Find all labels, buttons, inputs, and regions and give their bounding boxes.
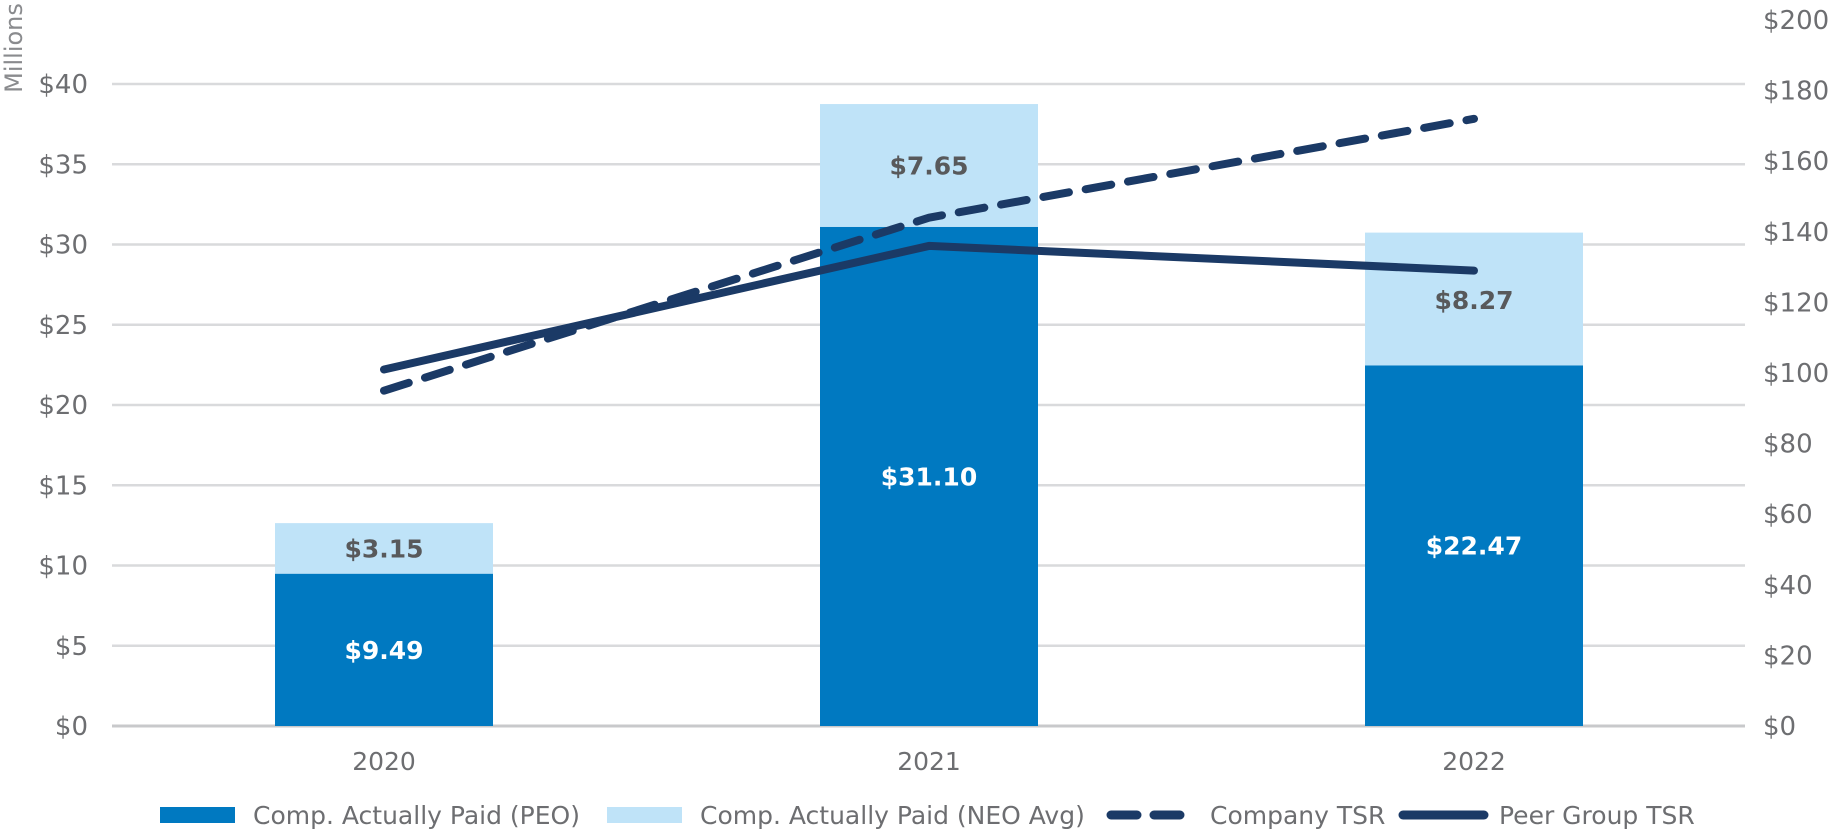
y2-tick-label: $160 bbox=[1763, 147, 1829, 177]
bar-neo-avg bbox=[275, 523, 493, 574]
y-axis-unit-label: Millions bbox=[0, 3, 28, 93]
y-tick-label: $35 bbox=[38, 150, 88, 180]
y2-tick-label: $140 bbox=[1763, 218, 1829, 248]
company-tsr-line bbox=[380, 114, 1478, 395]
x-tick-label: 2020 bbox=[352, 747, 416, 776]
legend-swatch-peo bbox=[160, 807, 235, 823]
y2-tick-label: $0 bbox=[1763, 712, 1796, 742]
right-axis: $0 $20 $40 $60 $80 $100 $120 $140 $160 $180 $200 bbox=[1763, 6, 1829, 742]
y-tick-label: $25 bbox=[38, 311, 88, 341]
y-tick-label: $40 bbox=[38, 70, 88, 100]
y-tick-label: $0 bbox=[55, 712, 88, 742]
y2-tick-label: $20 bbox=[1763, 641, 1813, 671]
data-label-neo-avg: $3.15 bbox=[344, 534, 423, 563]
y2-tick-label: $60 bbox=[1763, 500, 1813, 530]
bar-peo bbox=[820, 226, 1038, 726]
legend-label-company-tsr: Company TSR bbox=[1210, 801, 1385, 830]
y-tick-label: $10 bbox=[38, 552, 88, 582]
y2-tick-label: $200 bbox=[1763, 6, 1829, 36]
y-tick-label: $30 bbox=[38, 231, 88, 261]
x-tick-label: 2021 bbox=[897, 747, 961, 776]
legend-label-peo: Comp. Actually Paid (PEO) bbox=[253, 801, 580, 830]
x-axis: 2020 2021 2022 bbox=[352, 747, 1506, 776]
x-tick-label: 2022 bbox=[1442, 747, 1506, 776]
bar-peo bbox=[1365, 365, 1583, 726]
legend-label-peer-group-tsr: Peer Group TSR bbox=[1499, 801, 1695, 830]
legend: Comp. Actually Paid (PEO) Comp. Actually … bbox=[160, 801, 1695, 830]
data-label-peo: $9.49 bbox=[344, 636, 423, 665]
y2-tick-label: $40 bbox=[1763, 571, 1813, 601]
data-label-neo-avg: $8.27 bbox=[1434, 286, 1513, 315]
y2-tick-label: $120 bbox=[1763, 288, 1829, 318]
data-label-peo: $31.10 bbox=[881, 462, 977, 491]
bar-neo-avg bbox=[1365, 232, 1583, 366]
y-tick-label: $5 bbox=[55, 632, 88, 662]
peer-group-tsr-line bbox=[380, 241, 1478, 374]
bar-peo bbox=[275, 573, 493, 726]
data-label-neo-avg: $7.65 bbox=[889, 151, 968, 180]
legend-swatch-neo-avg bbox=[607, 807, 682, 823]
bars: $9.49 $31.10 $22.47 $3.15 $7.65 $8.27 bbox=[275, 104, 1583, 726]
data-label-peo: $22.47 bbox=[1426, 532, 1522, 561]
y-tick-label: $20 bbox=[38, 391, 88, 421]
legend-label-neo-avg: Comp. Actually Paid (NEO Avg) bbox=[700, 801, 1085, 830]
y2-tick-label: $80 bbox=[1763, 430, 1813, 460]
y2-tick-label: $180 bbox=[1763, 77, 1829, 107]
y2-tick-label: $100 bbox=[1763, 359, 1829, 389]
left-axis: $0 $5 $10 $15 $20 $25 $30 $35 $40 bbox=[38, 70, 88, 742]
y-tick-label: $15 bbox=[38, 471, 88, 501]
lines bbox=[380, 114, 1478, 395]
